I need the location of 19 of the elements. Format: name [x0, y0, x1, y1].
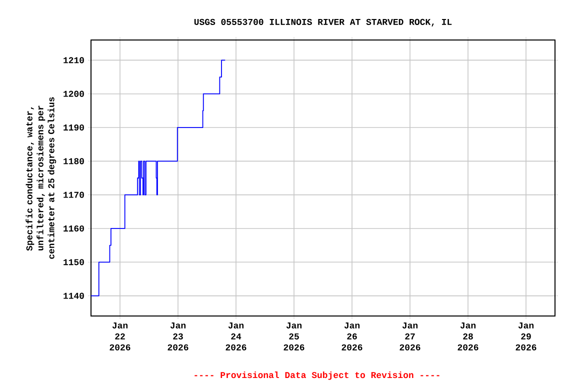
x-tick-label: Jan 29 2026 [516, 322, 536, 350]
y-tick-label: 1200 [64, 90, 84, 97]
text: ---- Provisional Data Subject to Revision ---- [194, 372, 440, 380]
y-axis-title: Specific conductance, water, unfiltered, microsiemens per centimeter at 25 degrees Celsius [26, 97, 56, 259]
x-tick-label: Jan 23 2026 [168, 322, 188, 350]
chart-title: USGS 05553700 ILLINOIS RIVER AT STARVED ROCK, IL [194, 18, 452, 27]
y-tick-label: 1140 [64, 292, 84, 299]
y-tick-label: 1170 [64, 192, 84, 198]
y-tick-label: 1190 [64, 124, 84, 131]
y-tick-label: 1150 [64, 259, 84, 266]
x-tick-label: Jan 28 2026 [458, 322, 478, 350]
x-tick-label: Jan 26 2026 [342, 322, 362, 350]
x-tick-label: Jan 24 2026 [226, 322, 246, 350]
x-tick-label: Jan 25 2026 [284, 322, 304, 350]
x-tick-label: Jan 27 2026 [400, 322, 420, 350]
y-tick-label: 1160 [64, 225, 84, 232]
y-tick-label: 1180 [64, 158, 84, 164]
y-tick-label: 1210 [64, 57, 84, 64]
x-tick-label: Jan 22 2026 [110, 322, 130, 350]
